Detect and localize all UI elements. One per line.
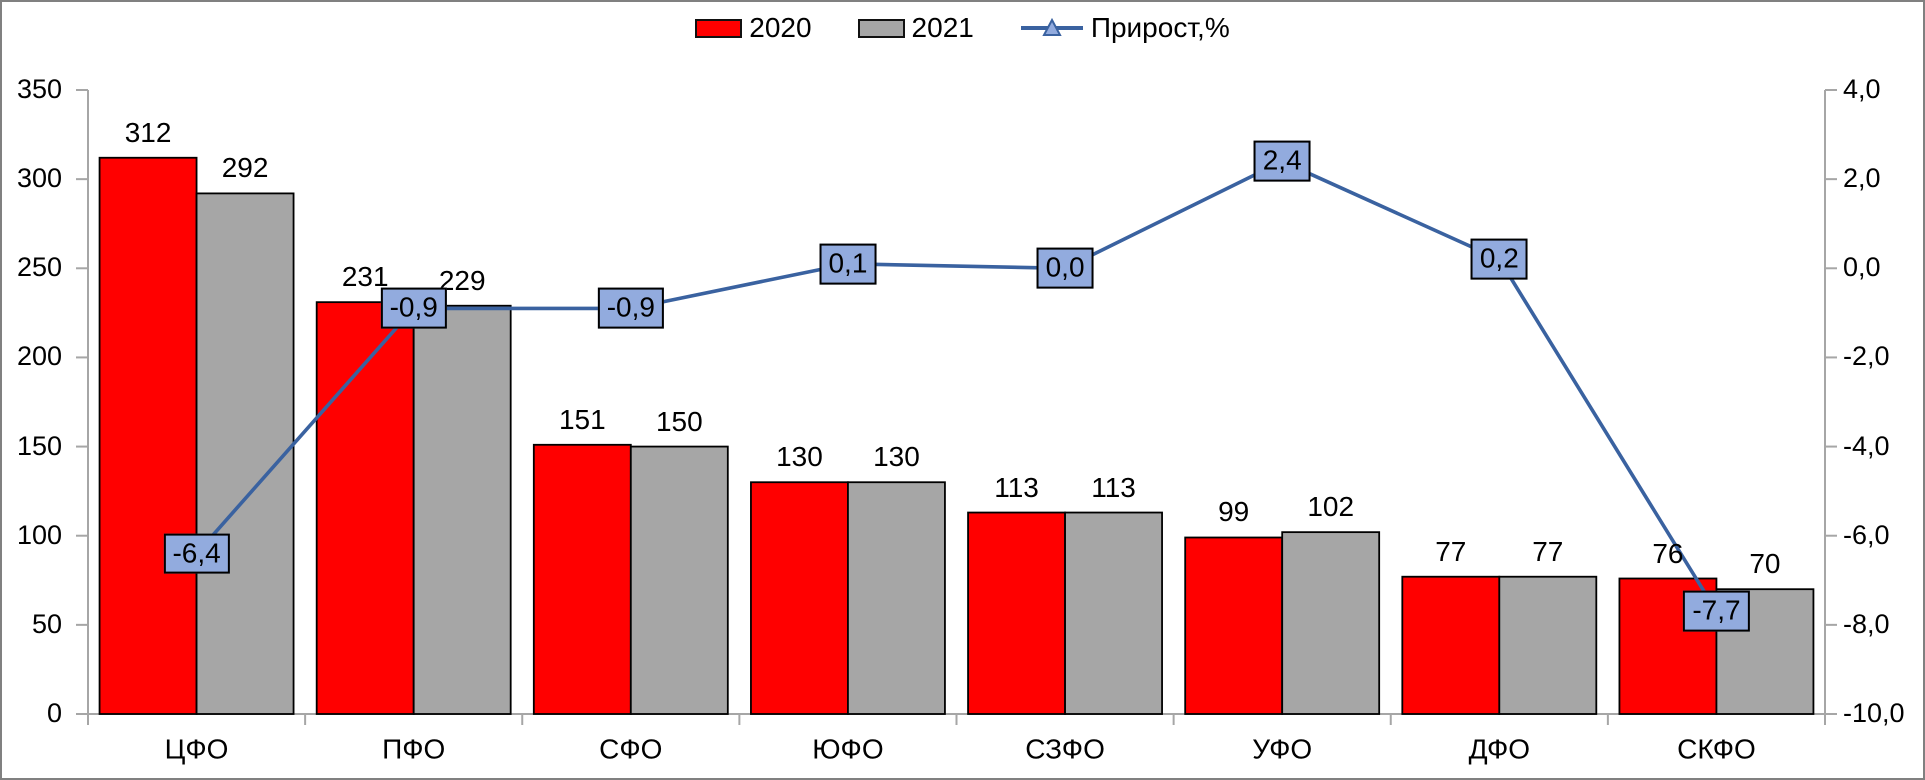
bar-2020-УФО[interactable] <box>1184 536 1284 715</box>
legend-label-2021: 2021 <box>911 12 974 43</box>
bar-2020-СКФО[interactable] <box>1618 577 1718 715</box>
bar-2021-ДФО[interactable] <box>1498 575 1598 715</box>
chart-legend: 2020 2021 Прирост,% <box>2 12 1923 44</box>
bar-2020-ДФО[interactable] <box>1401 575 1501 715</box>
legend-item-2021[interactable]: 2021 <box>857 12 974 44</box>
legend-swatch-2020-icon <box>695 18 743 38</box>
legend-label-2020: 2020 <box>749 12 812 43</box>
bar-2021-ПФО[interactable] <box>412 304 512 715</box>
bar-2021-УФО[interactable] <box>1281 531 1381 715</box>
legend-swatch-2021-icon <box>857 18 905 38</box>
legend-line-marker-icon <box>1020 16 1084 40</box>
legend-item-prirost[interactable]: Прирост,% <box>1020 12 1230 44</box>
bar-2021-СФО[interactable] <box>629 445 729 715</box>
bar-2020-СЗФО[interactable] <box>967 511 1066 715</box>
legend-label-prirost: Прирост,% <box>1090 12 1230 43</box>
bar-2021-СКФО[interactable] <box>1715 588 1815 715</box>
growth-line[interactable] <box>195 159 1718 613</box>
bar-2020-ЦФО[interactable] <box>98 156 198 715</box>
bar-2020-ПФО[interactable] <box>315 301 415 715</box>
bar-2021-ЮФО[interactable] <box>847 481 946 715</box>
legend-item-2020[interactable]: 2020 <box>695 12 812 44</box>
bar-2021-ЦФО[interactable] <box>195 192 295 715</box>
bar-2020-СФО[interactable] <box>532 443 632 715</box>
bar-2021-СЗФО[interactable] <box>1064 511 1163 715</box>
bar-2020-ЮФО[interactable] <box>750 481 849 715</box>
